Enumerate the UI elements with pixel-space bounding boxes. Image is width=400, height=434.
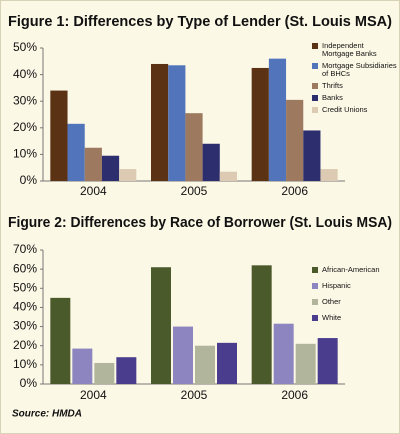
chart-title: Figure 1: Differences by Type of Lender … [8, 13, 392, 30]
legend-label: Credit Unions [322, 105, 368, 114]
legend-entry: Banks [312, 94, 397, 102]
bar [84, 147, 102, 181]
x-tick-label: 2005 [181, 388, 208, 402]
legend-swatch [312, 63, 318, 69]
bar [151, 63, 169, 181]
y-tick-label: 40% [13, 300, 37, 314]
bar [202, 143, 220, 181]
bar [217, 342, 237, 384]
bar [303, 130, 321, 181]
bar [173, 326, 193, 384]
legend-label: Hispanic [322, 281, 351, 290]
legend: Independent Mortgage Banks Mortgage Subsi… [312, 42, 397, 114]
bar [50, 90, 68, 181]
bar [219, 171, 237, 181]
x-tick-label: 2006 [281, 184, 308, 198]
legend-label: Thrifts [322, 81, 343, 90]
legend-entry: Thrifts [312, 82, 397, 90]
bar [67, 123, 85, 181]
bar [268, 58, 287, 181]
y-tick-label: 20% [13, 120, 37, 134]
bar [151, 267, 171, 384]
x-tick-label: 2004 [80, 184, 107, 198]
legend-swatch [312, 95, 318, 101]
legend-entry: White [312, 314, 397, 322]
bar [195, 345, 215, 384]
legend-entry: Mortgage Subsidiaries of BHCs [312, 62, 397, 78]
bar [101, 155, 120, 181]
source: Source: HMDA [12, 409, 82, 420]
y-tick-label: 30% [13, 93, 37, 107]
bar [273, 323, 294, 384]
legend-label: White [322, 313, 342, 322]
legend-swatch [312, 267, 318, 273]
y-tick-label: 60% [13, 261, 37, 275]
legend-swatch [312, 299, 318, 305]
y-tick-label: 30% [13, 319, 37, 333]
bar [317, 338, 338, 384]
legend: African-American Hispanic Other White [312, 266, 397, 322]
y-tick-label: 0% [20, 173, 38, 187]
chart-title: Figure 2: Differences by Race of Borrowe… [8, 214, 392, 231]
legend-swatch [312, 283, 318, 289]
y-tick-label: 10% [13, 357, 37, 371]
bar [116, 357, 137, 384]
bar [295, 343, 316, 384]
y-tick-label: 10% [13, 147, 37, 161]
legend-label: African-American [322, 265, 380, 274]
x-tick-label: 2005 [181, 184, 208, 198]
legend-entry: African-American [312, 266, 397, 274]
legend-label: Independent Mortgage Banks [322, 41, 377, 58]
bar [286, 99, 304, 181]
legend-swatch [312, 315, 318, 321]
bar [251, 265, 272, 384]
bar [119, 169, 137, 181]
y-tick-label: 70% [13, 242, 37, 256]
bar [185, 113, 203, 181]
legend-label: Other [322, 297, 341, 306]
bar [72, 348, 93, 384]
bar [320, 169, 338, 181]
legend-swatch [312, 83, 318, 89]
x-tick-label: 2006 [281, 388, 308, 402]
legend-entry: Hispanic [312, 282, 397, 290]
legend-entry: Credit Unions [312, 106, 397, 114]
legend-swatch [312, 107, 318, 113]
bar [50, 297, 71, 384]
bar [94, 362, 115, 384]
y-tick-label: 50% [13, 280, 37, 294]
legend-entry: Independent Mortgage Banks [312, 42, 397, 58]
x-tick-label: 2004 [80, 388, 107, 402]
bar [251, 67, 269, 181]
legend-entry: Other [312, 298, 397, 306]
legend-swatch [312, 43, 318, 49]
y-tick-label: 40% [13, 67, 37, 81]
y-tick-label: 20% [13, 338, 37, 352]
y-tick-label: 50% [13, 40, 37, 54]
y-tick-label: 0% [20, 376, 38, 390]
legend-label: Banks [322, 93, 343, 102]
bar [168, 65, 186, 181]
legend-label: Mortgage Subsidiaries of BHCs [322, 61, 397, 78]
